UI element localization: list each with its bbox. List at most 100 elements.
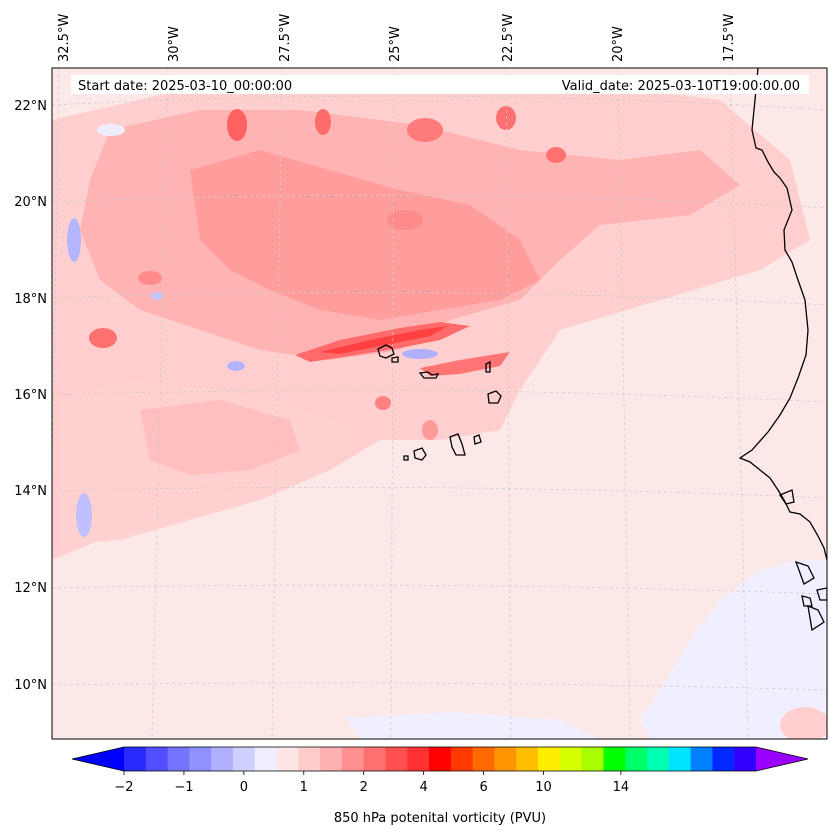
- sao-vicente: [391, 356, 399, 363]
- colorbar-segment: [385, 747, 408, 771]
- lon-label: 32.5°W: [57, 14, 72, 62]
- lat-label: 16°N: [14, 388, 47, 403]
- colorbar-segment: [559, 747, 583, 771]
- colorbar-segment: [254, 747, 278, 771]
- island: [816, 587, 827, 601]
- pv-negative: [76, 493, 92, 537]
- colorbar-segment: [363, 747, 387, 771]
- colorbar-segment: [124, 747, 147, 771]
- colorbar-ticks: −2 −1 0 1 2 4 6 10 14: [114, 771, 629, 795]
- colorbar-segment: [429, 747, 452, 771]
- colorbar-segment: [211, 747, 234, 771]
- lon-label: 17.5°W: [722, 14, 737, 62]
- lon-label: 30°W: [167, 26, 182, 62]
- colorbar-segment: [472, 747, 496, 771]
- colorbar-tick-label: −1: [174, 780, 193, 795]
- fogo: [413, 447, 427, 461]
- colorbar-segment: [581, 747, 605, 771]
- colorbar-segment: [603, 747, 626, 771]
- colorbar-segment: [298, 747, 321, 771]
- colorbar-tick-label: 14: [613, 780, 630, 795]
- boa-vista: [487, 390, 502, 404]
- colorbar-segment: [189, 747, 212, 771]
- santo-antao: [377, 344, 395, 359]
- colorbar-segment: [320, 747, 343, 771]
- colorbar-extend-max: [756, 747, 808, 771]
- lon-label: 27.5°W: [278, 14, 293, 62]
- pv-cell: [89, 328, 117, 348]
- colorbar-tick-label: 0: [240, 780, 248, 795]
- lat-label: 20°N: [14, 195, 47, 210]
- pv-cell: [387, 210, 423, 230]
- valid-date: Valid_date: 2025-03-10T19:00:00.00: [562, 79, 800, 94]
- pv-negative: [151, 292, 163, 300]
- colorbar-segment: [516, 747, 539, 771]
- colorbar-extend-min: [72, 747, 124, 771]
- island: [801, 595, 813, 607]
- colorbar-segment: [341, 747, 365, 771]
- pv-cell: [496, 106, 516, 130]
- lon-label: 25°W: [388, 26, 403, 62]
- colorbar-segment: [232, 747, 256, 771]
- pv-area-south2: [140, 400, 300, 475]
- colorbar-tick-label: 4: [420, 780, 428, 795]
- sal: [485, 360, 491, 373]
- start-date: Start date: 2025-03-10_00:00:00: [78, 79, 292, 94]
- pv-cell: [407, 118, 443, 142]
- lat-label: 10°N: [14, 678, 47, 693]
- pv-cell: [227, 109, 247, 141]
- lat-label: 22°N: [14, 99, 47, 114]
- lat-label: 18°N: [14, 292, 47, 307]
- lat-label: 14°N: [14, 484, 47, 499]
- colorbar-segment: [494, 747, 517, 771]
- pv-cell: [546, 147, 566, 163]
- island: [807, 604, 825, 632]
- sao-nicolau: [418, 371, 440, 379]
- colorbar-segment: [145, 747, 169, 771]
- latitude-labels: 22°N 20°N 18°N 16°N 14°N 12°N 10°N: [14, 99, 47, 693]
- map-panel[interactable]: Start date: 2025-03-10_00:00:00 Valid_da…: [48, 68, 830, 743]
- colorbar-tick-label: −2: [114, 780, 133, 795]
- pv-cell: [422, 420, 438, 440]
- pv-negative: [227, 361, 245, 371]
- brava: [403, 455, 409, 461]
- colorbar-segment: [668, 747, 692, 771]
- colorbar-tick-label: 1: [300, 780, 308, 795]
- pv-shear-line-core: [320, 326, 448, 354]
- pv-faint-east: [640, 560, 827, 739]
- date-header: Start date: 2025-03-10_00:00:00 Valid_da…: [71, 75, 809, 94]
- colorbar-tick-label: 2: [360, 780, 368, 795]
- pv-cell: [138, 271, 162, 285]
- map-frame: [51, 67, 828, 740]
- colorbar-label: 850 hPa potenital vorticity (PVU): [334, 811, 546, 826]
- colorbar-segment: [276, 747, 299, 771]
- colorbar-segment: [538, 747, 561, 771]
- pv-cell: [780, 707, 827, 739]
- colorbar-tick-label: 10: [535, 780, 552, 795]
- colorbar-segment: [167, 747, 190, 771]
- colorbar-segments: [124, 747, 757, 771]
- colorbar-tick-label: 6: [479, 780, 487, 795]
- colorbar-segment: [690, 747, 714, 771]
- colorbar-segment: [712, 747, 735, 771]
- coastline: [377, 68, 827, 632]
- pv-shear-line-east: [420, 352, 510, 376]
- pv-negative: [97, 124, 125, 136]
- pv-cell: [315, 109, 331, 135]
- gridlines: [52, 68, 827, 739]
- pv-cell: [375, 396, 391, 410]
- island: [779, 489, 795, 505]
- lon-label: 22.5°W: [501, 14, 516, 62]
- maio: [473, 434, 482, 445]
- island: [794, 560, 815, 585]
- lon-label: 20°W: [611, 26, 626, 62]
- colorbar-segment: [647, 747, 670, 771]
- pv-area-mid2: [190, 150, 540, 320]
- lat-label: 12°N: [14, 581, 47, 596]
- colorbar-segment: [450, 747, 474, 771]
- africa-coast: [738, 68, 827, 561]
- colorbar-segment: [407, 747, 430, 771]
- colorbar: −2 −1 0 1 2 4 6 10 14 850 hPa potenital vorticit…: [71, 746, 809, 826]
- longitude-labels: 32.5°W 30°W 27.5°W 25°W 22.5°W 20°W 17.5…: [57, 14, 737, 62]
